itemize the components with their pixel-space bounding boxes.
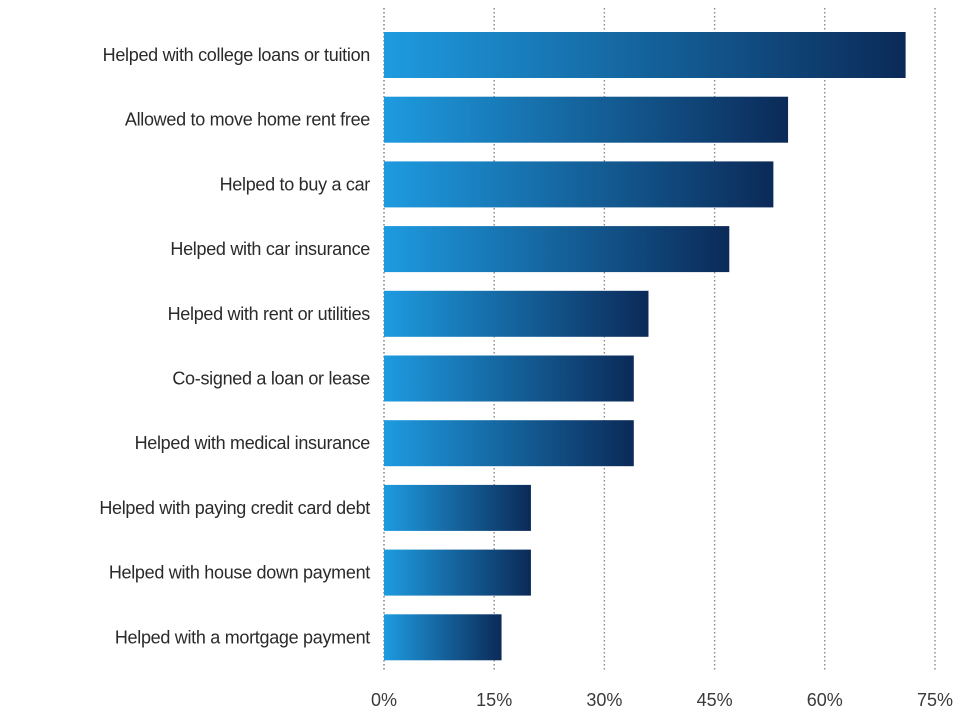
x-tick-label: 0% (371, 690, 397, 710)
category-label: Helped with rent or utilities (168, 304, 371, 324)
bar (384, 355, 634, 402)
bar (384, 161, 774, 208)
category-label: Helped to buy a car (220, 174, 371, 194)
category-label: Helped with college loans or tuition (103, 45, 370, 65)
x-axis-tick-labels: 0% 15% 30% 45% 60% 75% (371, 690, 953, 710)
category-label: Helped with paying credit card debt (99, 498, 370, 518)
x-tick-label: 15% (476, 690, 512, 710)
category-label: Allowed to move home rent free (125, 110, 370, 130)
x-tick-label: 60% (807, 690, 843, 710)
bar (384, 226, 730, 273)
category-label: Co-signed a loan or lease (172, 369, 370, 389)
category-label: Helped with car insurance (170, 239, 370, 259)
bar (384, 484, 531, 531)
category-label: Helped with medical insurance (135, 433, 371, 453)
x-tick-label: 45% (697, 690, 733, 710)
bar (384, 96, 789, 143)
bar (384, 420, 634, 467)
bar (384, 549, 531, 596)
x-tick-label: 30% (586, 690, 622, 710)
x-tick-label: 75% (917, 690, 953, 710)
bar (384, 32, 906, 78)
category-label: Helped with a mortgage payment (115, 627, 370, 647)
category-labels: Helped with college loans or tuition Allo… (99, 45, 370, 647)
category-label: Helped with house down payment (109, 563, 370, 583)
bar (384, 290, 649, 337)
bar-layer (384, 32, 906, 661)
bar (384, 614, 502, 661)
